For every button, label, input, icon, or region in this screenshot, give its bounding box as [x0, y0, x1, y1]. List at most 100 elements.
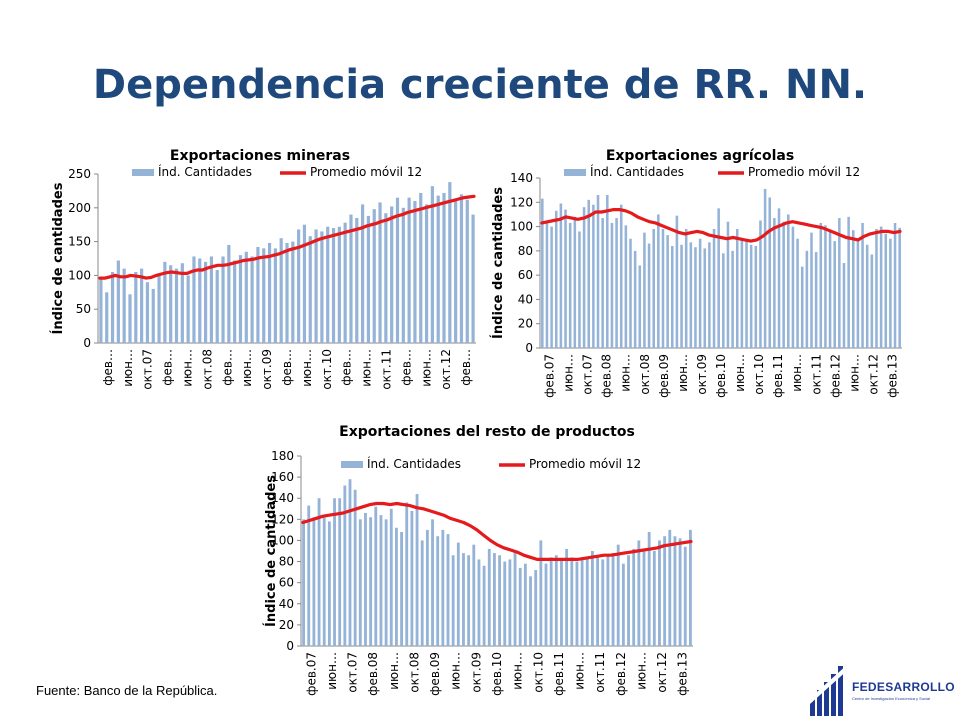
bar	[675, 215, 679, 348]
bar	[425, 529, 429, 646]
x-tick-label: фев.08	[366, 652, 380, 696]
bar	[442, 192, 446, 343]
bar	[477, 559, 481, 646]
bar	[838, 218, 841, 348]
bar	[875, 229, 878, 348]
bar	[238, 255, 243, 343]
bar	[279, 238, 283, 343]
bar	[174, 268, 179, 343]
x-tick-label: окт.08	[200, 349, 214, 390]
bar	[565, 548, 569, 646]
bar	[749, 244, 753, 348]
bar	[539, 540, 543, 646]
bar	[493, 553, 496, 646]
bar	[413, 201, 417, 343]
y-tick-label: 140	[510, 171, 533, 185]
bar	[487, 548, 491, 646]
y-tick-label: 0	[525, 341, 533, 355]
bar	[134, 272, 138, 343]
bar	[689, 242, 693, 348]
bar	[580, 557, 584, 646]
bar	[349, 214, 353, 343]
x-tick-label: фев…	[161, 349, 175, 386]
bar	[666, 235, 669, 348]
bar	[395, 197, 400, 343]
legend-bar-swatch	[132, 169, 154, 176]
bar	[410, 510, 414, 646]
bar	[884, 233, 888, 348]
bar	[740, 238, 744, 348]
x-tick-label: фев.12	[614, 652, 628, 696]
bar	[353, 489, 357, 646]
bar	[327, 521, 331, 646]
y-tick-label: 140	[271, 491, 294, 505]
bar	[465, 199, 469, 343]
bar	[591, 551, 594, 646]
y-tick-label: 60	[518, 268, 533, 282]
chart-title: Exportaciones agrícolas	[606, 148, 794, 164]
x-tick-label: июн…	[181, 349, 195, 387]
bar	[307, 505, 311, 646]
x-tick-label: июн…	[573, 652, 587, 690]
x-tick-label: июн…	[300, 349, 314, 387]
bar	[456, 542, 460, 646]
bar	[267, 242, 272, 343]
bar	[726, 221, 730, 348]
bar	[361, 204, 365, 343]
bar	[401, 207, 405, 343]
bar	[759, 220, 762, 348]
bar	[663, 536, 667, 646]
x-tick-label: фев.07	[304, 652, 318, 696]
bar	[627, 555, 630, 646]
bar	[544, 563, 548, 646]
bar	[851, 230, 855, 348]
moving-average-line	[301, 501, 693, 561]
bar	[430, 186, 434, 343]
bar	[819, 222, 823, 348]
x-tick-label: окт.07	[141, 349, 155, 390]
bar	[337, 226, 341, 343]
chart-mineras: Exportaciones mineras Índice de cantidade…	[50, 148, 476, 390]
bar	[554, 210, 558, 348]
bar	[503, 561, 507, 646]
bar	[703, 248, 707, 348]
x-tick-label: июн…	[619, 354, 633, 392]
x-tick-label: окт.09	[469, 652, 483, 693]
bar	[637, 540, 641, 646]
bar	[317, 498, 321, 646]
bar	[308, 236, 312, 343]
bar	[698, 238, 702, 348]
x-tick-label: фев.10	[714, 354, 728, 398]
y-tick-label: 100	[68, 268, 91, 282]
x-tick-label: фев.11	[771, 354, 785, 398]
x-tick-label: июн…	[240, 349, 254, 387]
bar	[601, 218, 604, 348]
bar	[814, 252, 818, 348]
bar	[122, 268, 126, 343]
x-tick-label: июн…	[511, 652, 525, 690]
bar	[773, 218, 776, 348]
y-axis-label: Índice de cantidades	[50, 182, 66, 334]
bar	[215, 269, 219, 343]
bar	[658, 540, 661, 646]
bar	[291, 241, 295, 343]
bar	[550, 226, 553, 348]
y-axis-label: Índice de cantidades	[263, 475, 279, 627]
bar	[192, 256, 196, 343]
bar	[570, 557, 574, 646]
x-tick-label: июн…	[676, 354, 690, 392]
bar	[865, 244, 869, 348]
bar	[824, 225, 827, 348]
x-tick-label: окт.07	[346, 652, 360, 693]
y-tick-label: 80	[518, 244, 533, 258]
bar	[810, 232, 813, 348]
x-tick-label: окт.10	[320, 349, 334, 390]
bar	[670, 246, 674, 348]
bar	[573, 216, 577, 348]
bar	[549, 557, 553, 646]
logo-bars-icon	[808, 664, 850, 716]
bar	[782, 221, 785, 348]
chart-title: Exportaciones del resto de productos	[339, 424, 635, 440]
y-tick-label: 120	[271, 512, 294, 526]
bar	[105, 292, 109, 343]
